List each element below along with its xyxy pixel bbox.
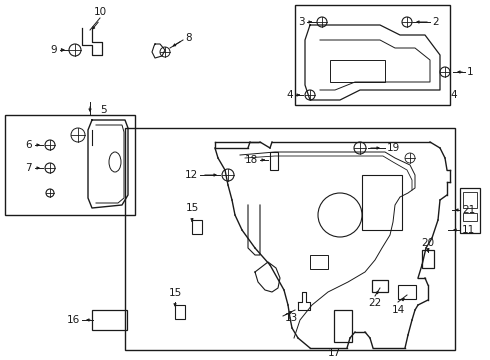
- Bar: [398, 285, 416, 299]
- Bar: [334, 310, 352, 342]
- Text: 4: 4: [450, 90, 457, 100]
- Text: 19: 19: [387, 143, 400, 153]
- Text: 17: 17: [327, 348, 341, 358]
- Bar: [362, 175, 402, 230]
- Bar: [175, 305, 185, 319]
- Text: 6: 6: [25, 140, 32, 150]
- Text: 15: 15: [185, 203, 198, 213]
- Bar: [372, 280, 388, 292]
- Bar: [463, 192, 477, 208]
- Text: 13: 13: [285, 313, 298, 323]
- Text: 20: 20: [421, 238, 435, 248]
- Bar: [463, 213, 477, 221]
- Text: 12: 12: [185, 170, 198, 180]
- Text: 5: 5: [99, 105, 106, 115]
- Text: 3: 3: [298, 17, 305, 27]
- Text: 22: 22: [368, 298, 382, 308]
- Bar: [192, 220, 202, 234]
- Text: 11: 11: [462, 225, 475, 235]
- Bar: [295, 5, 450, 105]
- Text: 21: 21: [462, 205, 475, 215]
- Bar: [330, 60, 385, 82]
- Text: 15: 15: [169, 288, 182, 298]
- Bar: [5, 115, 135, 215]
- Text: 14: 14: [392, 305, 405, 315]
- Text: 2: 2: [432, 17, 439, 27]
- Text: 10: 10: [94, 7, 106, 17]
- Bar: [92, 310, 127, 330]
- Text: 9: 9: [50, 45, 57, 55]
- Bar: [422, 250, 434, 268]
- Text: 18: 18: [245, 155, 258, 165]
- Text: 1: 1: [467, 67, 474, 77]
- Bar: [460, 188, 480, 233]
- Bar: [270, 152, 278, 170]
- Text: 8: 8: [185, 33, 192, 43]
- Bar: [125, 128, 455, 350]
- Text: 16: 16: [67, 315, 80, 325]
- Text: 4: 4: [286, 90, 293, 100]
- Bar: [310, 255, 328, 269]
- Text: 7: 7: [25, 163, 32, 173]
